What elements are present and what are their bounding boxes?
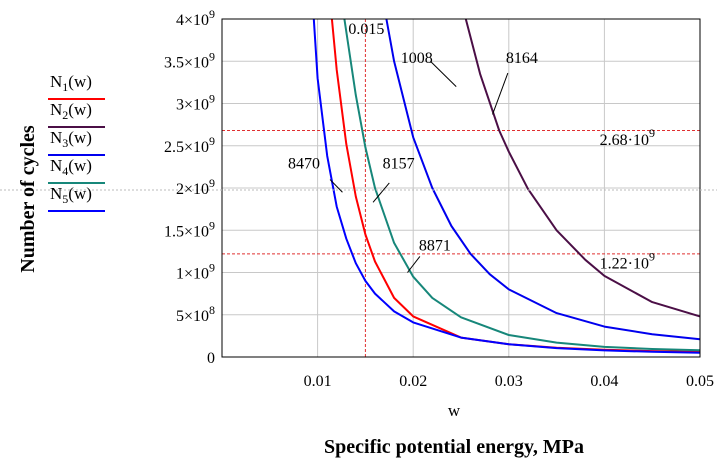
y-axis-label: Number of cycles — [17, 125, 39, 273]
legend-label-n2: N2(w) — [50, 100, 92, 122]
legend-label-n1: N1(w) — [50, 72, 92, 94]
y-tick-label-5: 2.5×109 — [164, 134, 215, 156]
annotation-4: 8157 — [383, 156, 415, 173]
y-tick-labels: 0 5×108 1×109 1.5×109 2×109 2.5×109 3×109 3.5×1… — [164, 7, 215, 367]
x-tick-labels: 0.01 0.02 0.03 0.04 0.05 — [304, 373, 714, 390]
annotation-5: 8871 — [419, 238, 451, 255]
y-tick-label-6: 3×109 — [176, 92, 215, 114]
annotation-7: 1.22·109 — [600, 249, 655, 272]
x-tick-label-4: 0.05 — [686, 373, 714, 390]
annotation-2: 8164 — [506, 50, 538, 67]
series-line-n2 — [464, 18, 701, 318]
legend-label-n3: N3(w) — [50, 128, 92, 150]
x-variable-label: w — [448, 401, 461, 420]
annotation-3: 8470 — [288, 156, 320, 173]
x-axis-label: Specific potential energy, MPa — [324, 436, 584, 458]
annotation-pointer-4 — [372, 182, 390, 203]
legend-label-n4: N4(w) — [50, 156, 92, 178]
y-tick-label-1: 5×108 — [176, 303, 215, 325]
plot-frame — [221, 18, 701, 358]
annotations: 0.015 1008 8164 8470 8157 8871 2.68·109 1.22·10… — [288, 21, 655, 273]
series-line-n5 — [312, 18, 701, 354]
annotation-pointer-5 — [407, 256, 421, 273]
series-line-n4 — [343, 18, 701, 352]
y-tick-label-7: 3.5×109 — [164, 49, 215, 71]
legend: N1(w) N2(w) N3(w) N4(w) N5(w) — [48, 72, 105, 212]
series-line-n3 — [385, 18, 701, 341]
y-tick-label-4: 2×109 — [176, 176, 215, 198]
reference-lines — [222, 19, 700, 357]
annotation-pointer-3 — [329, 179, 343, 193]
y-tick-label-0: 0 — [207, 350, 215, 367]
annotation-pointer-1 — [430, 60, 457, 87]
annotation-pointer-2 — [492, 72, 509, 115]
annotation-1: 1008 — [401, 50, 433, 67]
x-tick-label-1: 0.02 — [399, 373, 427, 390]
x-tick-label-0: 0.01 — [304, 373, 332, 390]
legend-label-n5: N5(w) — [50, 184, 92, 206]
y-tick-label-2: 1×109 — [176, 261, 215, 283]
x-tick-label-2: 0.03 — [495, 373, 523, 390]
y-tick-label-3: 1.5×109 — [164, 218, 215, 240]
y-tick-label-8: 4×109 — [176, 7, 215, 29]
annotation-6: 2.68·109 — [600, 126, 655, 149]
annotation-0: 0.015 — [348, 21, 384, 38]
grid — [222, 18, 701, 358]
series-lines — [312, 18, 701, 354]
x-tick-label-3: 0.04 — [590, 373, 618, 390]
